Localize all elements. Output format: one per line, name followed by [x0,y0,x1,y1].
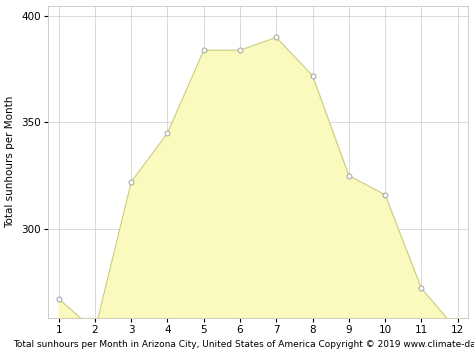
Y-axis label: Total sunhours per Month: Total sunhours per Month [6,95,16,228]
X-axis label: Total sunhours per Month in Arizona City, United States of America Copyright © 2: Total sunhours per Month in Arizona City… [13,340,474,349]
